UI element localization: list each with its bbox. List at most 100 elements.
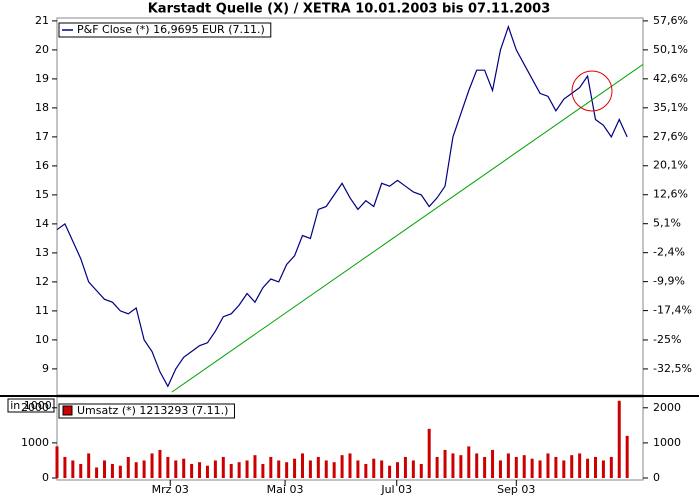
- price-panel: [56, 17, 644, 396]
- volume-bar: [87, 453, 91, 478]
- y2-tick-label: 5,1%: [653, 217, 681, 230]
- volume-bar: [269, 456, 273, 478]
- volume-bar: [530, 458, 534, 478]
- y2-tick-label: 57,6%: [653, 14, 688, 27]
- y2-tick-label: -17,4%: [653, 304, 692, 317]
- volume-bar: [332, 462, 336, 478]
- volume-bar: [190, 463, 194, 478]
- volume-bar: [546, 453, 550, 478]
- volume-bar: [419, 463, 423, 478]
- volume-bar: [205, 465, 209, 478]
- volume-unit: in 1000: [10, 399, 52, 412]
- volume-bar: [134, 462, 138, 478]
- y-tick-label: 1000: [21, 436, 49, 449]
- volume-bar: [593, 456, 597, 478]
- volume-bar: [562, 460, 566, 478]
- volume-bar: [522, 455, 526, 478]
- x-tick-label: Mai 03: [267, 483, 304, 496]
- y-tick-label: 2000: [21, 401, 49, 414]
- y2-tick-label: 20,1%: [653, 159, 688, 172]
- volume-bar: [586, 458, 590, 478]
- volume-bar: [514, 456, 518, 478]
- y-tick-label: 12: [35, 275, 49, 288]
- volume-bar: [364, 463, 368, 478]
- volume-bar: [237, 462, 241, 478]
- x-tick-label: Sep 03: [497, 483, 535, 496]
- volume-bar: [609, 456, 613, 478]
- volume-bar: [198, 462, 202, 478]
- volume-bar: [356, 460, 360, 478]
- volume-bar: [625, 435, 629, 478]
- y-tick-label-right: 1000: [653, 436, 681, 449]
- volume-bar: [285, 462, 289, 478]
- volume-bar: [150, 453, 154, 478]
- volume-bar: [403, 456, 407, 478]
- volume-bar: [103, 460, 107, 478]
- y-tick-label: 19: [35, 72, 49, 85]
- volume-bar: [538, 460, 542, 478]
- volume-bar: [221, 456, 225, 478]
- x-tick-label: Jul 03: [380, 483, 412, 496]
- y-tick-label: 14: [35, 217, 49, 230]
- y-tick-label-right: 2000: [653, 401, 681, 414]
- volume-bar: [277, 460, 281, 478]
- y-tick-label: 11: [35, 304, 49, 317]
- volume-bar: [443, 449, 447, 478]
- volume-bar: [308, 460, 312, 478]
- volume-bar: [261, 463, 265, 478]
- y-tick-label: 15: [35, 188, 49, 201]
- volume-bar: [245, 460, 249, 478]
- volume-bar: [396, 462, 400, 478]
- volume-bar: [506, 453, 510, 478]
- y2-tick-label: 35,1%: [653, 101, 688, 114]
- legend-box: [58, 22, 272, 38]
- volume-bar: [55, 446, 59, 478]
- y-tick-label: 20: [35, 43, 49, 56]
- volume-bar: [158, 449, 162, 478]
- volume-bar: [110, 463, 114, 478]
- volume-bar: [300, 453, 304, 478]
- y-tick-label: 17: [35, 130, 49, 143]
- volume-bar: [498, 460, 502, 478]
- volume-bar: [570, 455, 574, 478]
- volume-bar: [63, 456, 67, 478]
- volume-bar: [293, 458, 297, 478]
- y2-tick-label: -2,4%: [653, 246, 685, 259]
- y2-tick-label: -9,9%: [653, 275, 685, 288]
- y-tick-label-right: 0: [653, 471, 660, 484]
- volume-bar: [467, 446, 471, 478]
- volume-bar: [578, 453, 582, 478]
- y2-tick-label: -32,5%: [653, 362, 692, 375]
- y-tick-label: 13: [35, 246, 49, 259]
- y-tick-label: 16: [35, 159, 49, 172]
- volume-bar: [142, 460, 146, 478]
- volume-bar: [79, 463, 83, 478]
- x-tick-label: Mrz 03: [152, 483, 189, 496]
- y2-tick-label: 50,1%: [653, 43, 688, 56]
- price-line: [56, 24, 628, 388]
- volume-bar: [324, 460, 328, 478]
- highlight-circle: [571, 70, 613, 112]
- volume-bar: [182, 458, 186, 478]
- volume-bar: [617, 400, 621, 478]
- volume-bar: [491, 449, 495, 478]
- volume-bar: [601, 460, 605, 478]
- legend-swatch: [62, 405, 73, 416]
- legend-label: Umsatz (*) 1213293 (7.11.): [77, 404, 228, 417]
- volume-bar: [554, 456, 558, 478]
- volume-bar: [475, 453, 479, 478]
- y-tick-label: 21: [35, 14, 49, 27]
- y2-tick-label: 27,6%: [653, 130, 688, 143]
- volume-bar: [435, 456, 439, 478]
- volume-bar: [126, 456, 130, 478]
- volume-bar: [71, 460, 75, 478]
- y-tick-label: 18: [35, 101, 49, 114]
- volume-bar: [388, 465, 392, 478]
- volume-bar: [372, 458, 376, 478]
- volume-bar: [483, 456, 487, 478]
- trend-line: [171, 63, 644, 393]
- volume-bar: [380, 460, 384, 478]
- volume-bar: [95, 467, 99, 478]
